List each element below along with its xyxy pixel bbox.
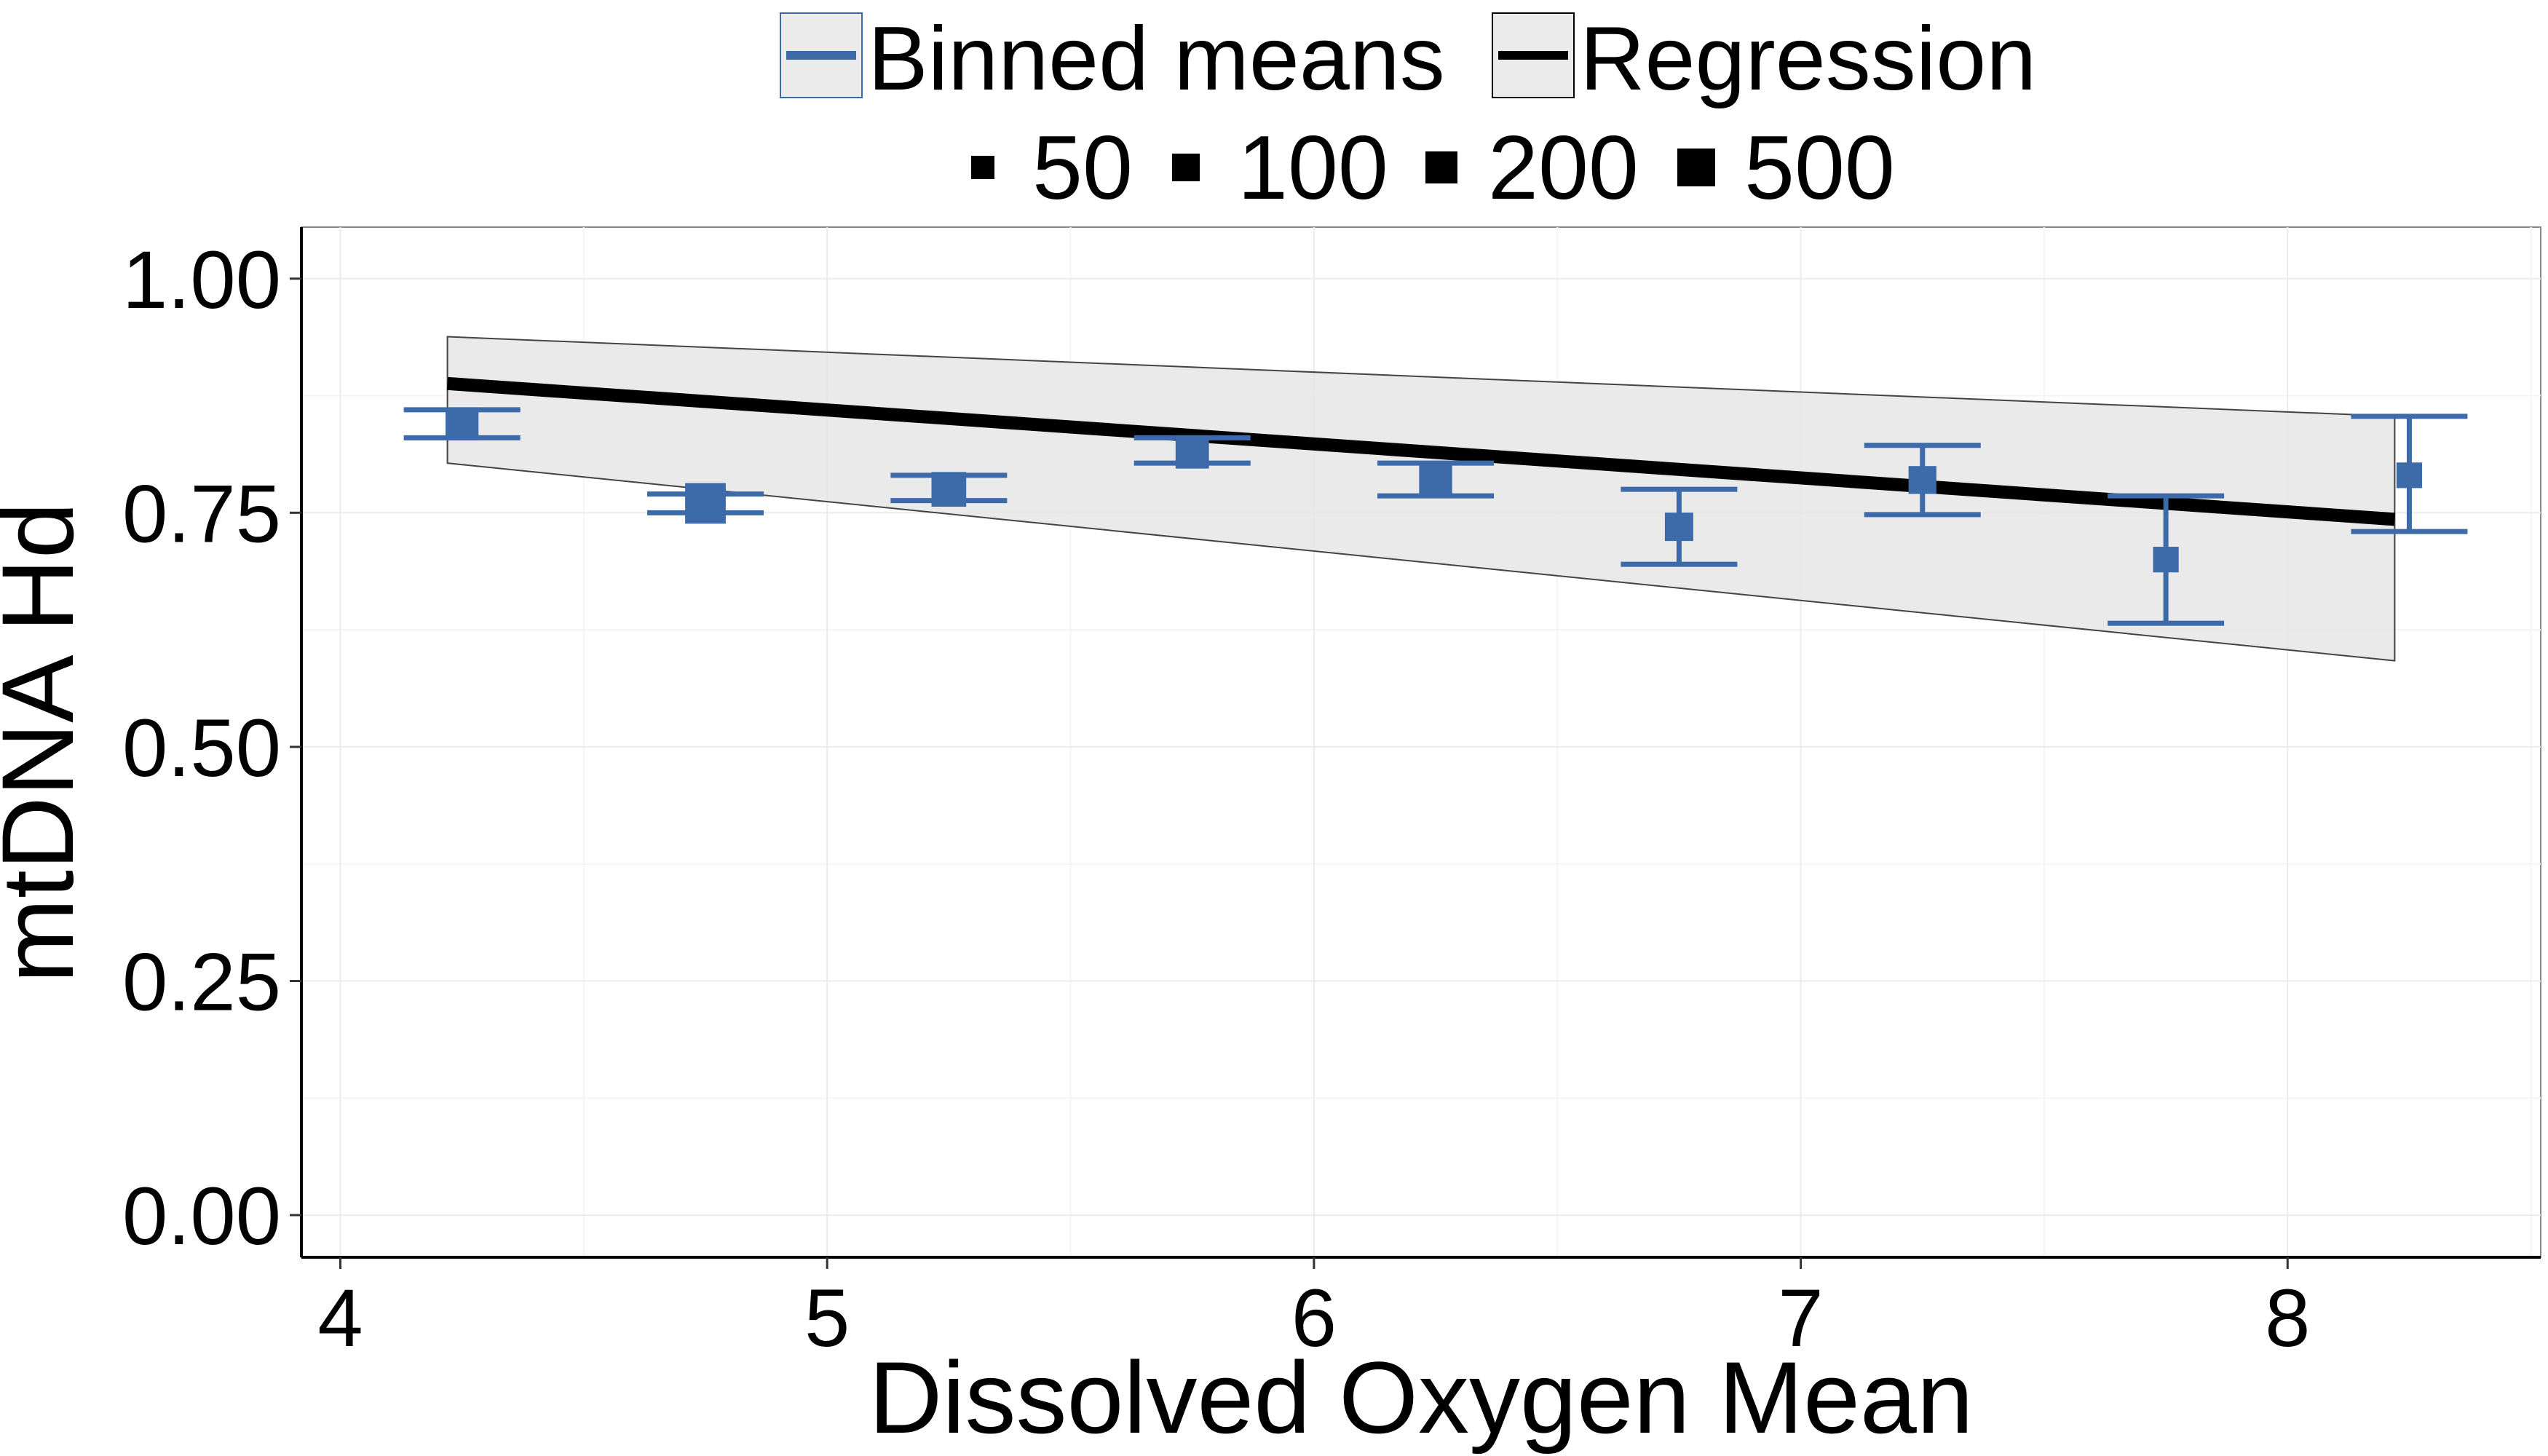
x-tick-label: 4 — [317, 1273, 363, 1364]
legend-size-swatch-100 — [1172, 154, 1200, 181]
mean-marker — [446, 407, 479, 440]
binned-mean-point — [2351, 414, 2468, 534]
x-tick-label: 6 — [1291, 1273, 1337, 1364]
mean-marker — [1664, 513, 1693, 542]
binned-mean-point — [2108, 493, 2225, 626]
y-axis-title: mtDNA Hd — [0, 502, 95, 983]
regression-line-layer — [446, 376, 2396, 526]
x-tick-label: 7 — [1778, 1273, 1823, 1364]
y-tick-label: 0.00 — [122, 1171, 281, 1262]
legend-size-label-200: 200 — [1488, 118, 1639, 218]
legend-label-binned-means: Binned means — [868, 9, 1445, 109]
binned-means-layer — [403, 407, 2468, 626]
binned-mean-point — [890, 472, 1008, 507]
x-tick-label: 8 — [2265, 1273, 2310, 1364]
mean-marker — [2153, 547, 2179, 573]
legend: Binned means Regression 50 100 200 500 — [780, 9, 2036, 218]
regression-line — [446, 376, 2396, 526]
legend-item-regression: Regression — [1492, 9, 2036, 109]
mean-marker — [685, 483, 726, 524]
x-axis-ticks: 4 5 6 7 8 — [317, 1257, 2310, 1364]
y-tick-label: 0.75 — [122, 468, 281, 559]
mean-marker — [1908, 466, 1936, 494]
y-tick-label: 1.00 — [122, 234, 281, 325]
legend-size-label-500: 500 — [1744, 118, 1895, 218]
binned-mean-point — [1133, 435, 1251, 469]
legend-size-swatch-50 — [971, 156, 994, 179]
legend-size-label-50: 50 — [1032, 118, 1133, 218]
x-axis-title: Dissolved Oxygen Mean — [869, 1340, 1973, 1455]
mean-marker — [1175, 435, 1209, 469]
y-axis-ticks: 0.00 0.25 0.50 0.75 1.00 — [122, 234, 301, 1262]
binned-mean-point — [403, 407, 521, 440]
legend-size-items: 50 100 200 500 — [971, 118, 1895, 218]
legend-item-binned-means: Binned means — [780, 9, 1445, 109]
mean-marker — [1419, 463, 1452, 496]
legend-size-swatch-200 — [1425, 151, 1457, 183]
binned-mean-point — [1864, 443, 1981, 518]
x-tick-label: 5 — [804, 1273, 850, 1364]
legend-size-swatch-500 — [1677, 149, 1715, 186]
y-tick-label: 0.25 — [122, 937, 281, 1028]
binned-mean-point — [1377, 460, 1495, 499]
legend-size-label-100: 100 — [1238, 118, 1388, 218]
mean-marker — [2396, 462, 2423, 488]
binned-mean-point — [647, 483, 764, 524]
mean-marker — [931, 472, 967, 507]
binned-mean-point — [1621, 486, 1738, 567]
legend-label-regression: Regression — [1580, 9, 2036, 109]
y-tick-label: 0.50 — [122, 703, 281, 794]
